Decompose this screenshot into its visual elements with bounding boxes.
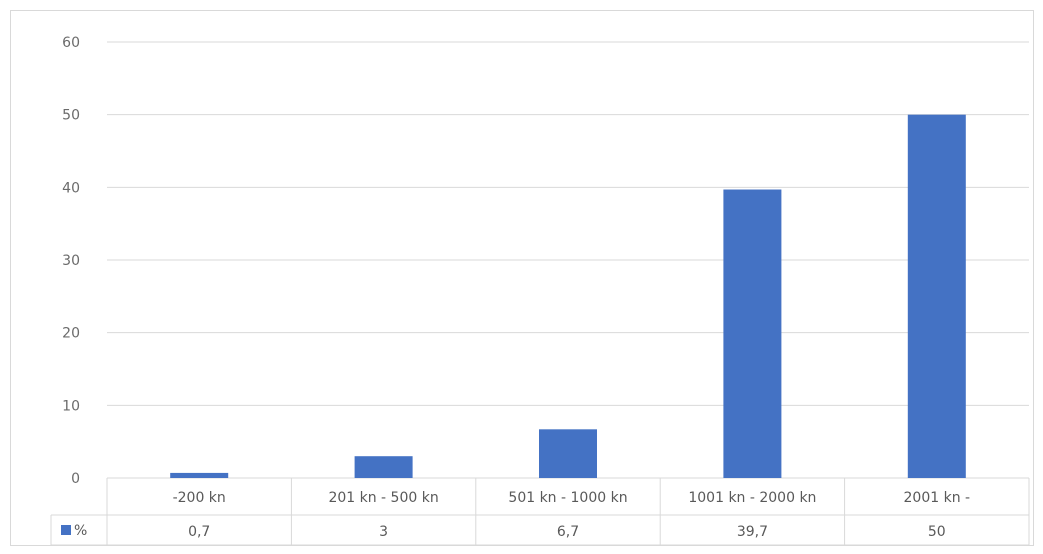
series-name: % — [74, 523, 87, 539]
legend-key — [61, 525, 71, 535]
bar — [907, 114, 966, 479]
category-label: 2001 kn - — [904, 490, 971, 506]
bar — [539, 429, 597, 478]
data-table-value: 3 — [379, 524, 388, 540]
bar — [170, 472, 229, 478]
bar — [354, 456, 413, 478]
y-tick-label: 20 — [62, 326, 80, 342]
chart-frame — [10, 10, 1034, 546]
data-table-value: 39,7 — [737, 524, 768, 540]
y-tick-label: 10 — [62, 398, 80, 414]
category-label: 201 kn - 500 kn — [328, 490, 438, 506]
y-tick-label: 30 — [62, 253, 80, 269]
category-label: -200 kn — [173, 490, 226, 506]
y-tick-label: 60 — [62, 35, 80, 51]
bar — [723, 189, 782, 478]
category-label: 501 kn - 1000 kn — [508, 490, 627, 506]
data-table-value: 6,7 — [557, 524, 579, 540]
y-tick-label: 40 — [62, 180, 80, 196]
data-table-value: 0,7 — [188, 524, 210, 540]
y-tick-label: 50 — [62, 108, 80, 124]
data-table-value: 50 — [928, 524, 946, 540]
category-label: 1001 kn - 2000 kn — [688, 490, 816, 506]
y-tick-label: 0 — [71, 471, 80, 487]
